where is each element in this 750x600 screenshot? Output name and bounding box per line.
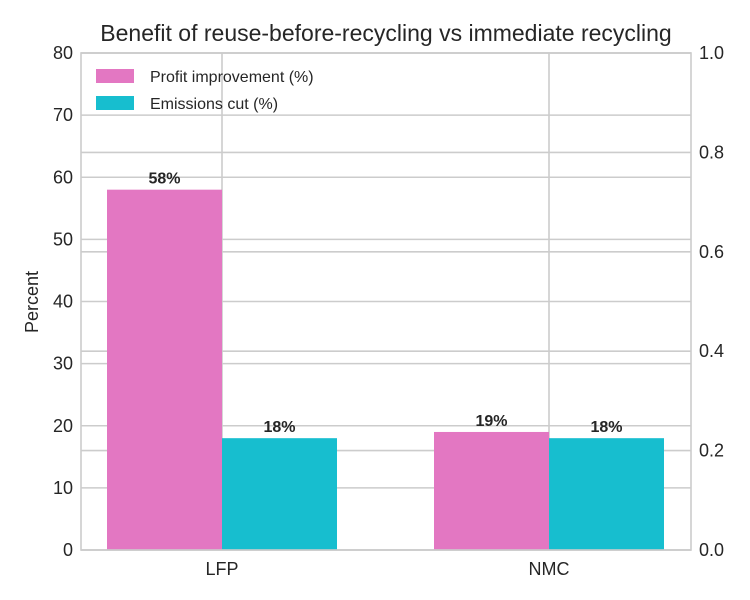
x-axis-ticks: LFP NMC (205, 559, 569, 579)
legend-label: Profit improvement (%) (150, 69, 314, 86)
y2-tick-label: 0.2 (699, 441, 724, 461)
y-axis-ticks: 0 10 20 30 40 50 60 70 80 (53, 43, 73, 560)
y-tick-label: 70 (53, 105, 73, 125)
bar-value-label: 18% (263, 419, 295, 436)
bar-value-label: 18% (590, 419, 622, 436)
x-tick-label: NMC (529, 559, 570, 579)
y-axis-label: Percent (22, 271, 42, 333)
legend-swatch (96, 69, 134, 83)
bars-group (107, 189, 664, 551)
legend-swatch (96, 96, 134, 110)
y2-tick-label: 1.0 (699, 43, 724, 63)
y-tick-label: 30 (53, 354, 73, 374)
y-tick-label: 40 (53, 292, 73, 312)
bar (222, 438, 337, 550)
y2-tick-label: 0.6 (699, 242, 724, 262)
y2-tick-label: 0.4 (699, 341, 724, 361)
plot-frame (80, 52, 692, 551)
x-tick-label: LFP (205, 559, 238, 579)
y-tick-label: 0 (63, 540, 73, 560)
bar-value-labels: 58% 18% 19% 18% (148, 171, 622, 436)
bar (549, 438, 664, 550)
bar-value-label: 58% (148, 171, 180, 188)
bar (434, 431, 549, 550)
legend-label: Emissions cut (%) (150, 96, 278, 113)
y-tick-label: 10 (53, 478, 73, 498)
y2-axis-ticks: 0.0 0.2 0.4 0.6 0.8 1.0 (699, 43, 724, 560)
legend: Profit improvement (%) Emissions cut (%) (96, 69, 314, 113)
chart-title: Benefit of reuse-before-recycling vs imm… (100, 20, 671, 46)
y2-tick-label: 0.8 (699, 142, 724, 162)
y-tick-label: 60 (53, 167, 73, 187)
y-tick-label: 80 (53, 43, 73, 63)
y2-tick-label: 0.0 (699, 540, 724, 560)
bar (107, 189, 222, 551)
bar-value-label: 19% (475, 413, 507, 430)
y-tick-label: 50 (53, 229, 73, 249)
y-tick-label: 20 (53, 416, 73, 436)
